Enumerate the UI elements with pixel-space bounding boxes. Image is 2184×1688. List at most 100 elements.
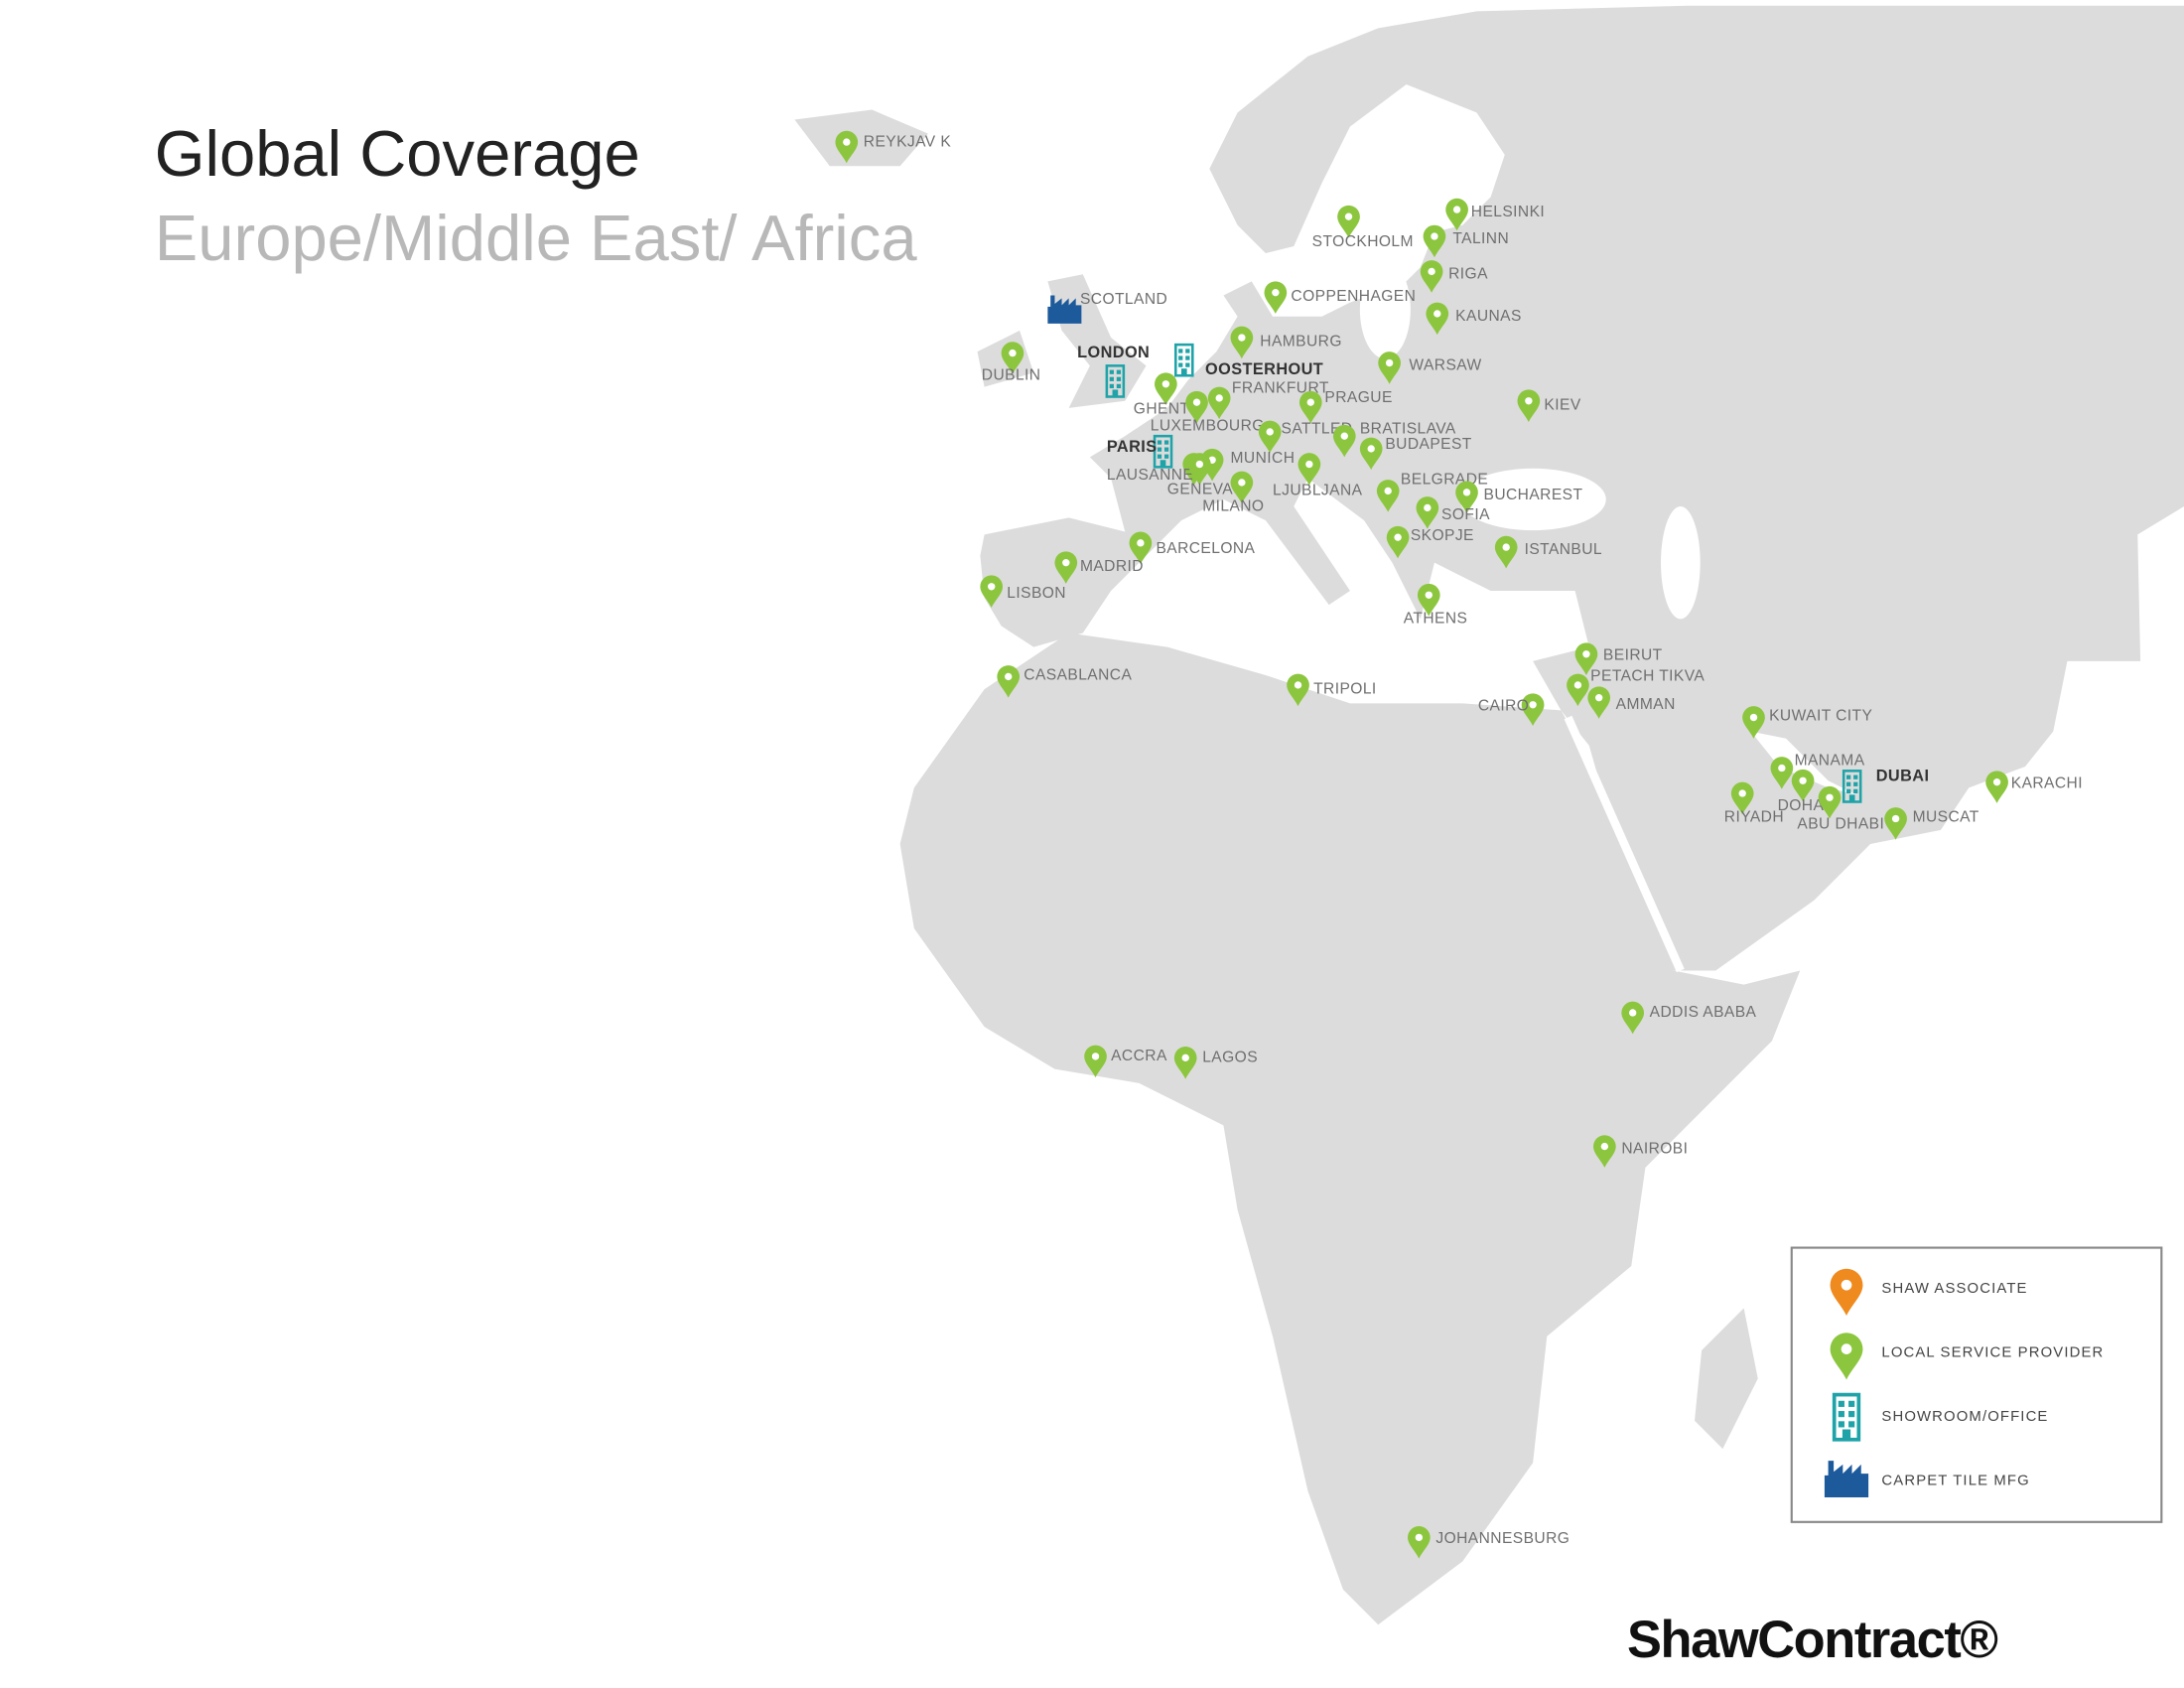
pin-dot bbox=[1005, 672, 1013, 681]
location-label: CASABLANCA bbox=[1024, 666, 1132, 683]
africa bbox=[899, 633, 1801, 1625]
pin bbox=[1770, 757, 1794, 789]
window bbox=[1185, 355, 1190, 360]
window bbox=[1178, 349, 1183, 353]
local-icon bbox=[1185, 390, 1208, 424]
pin-dot bbox=[1433, 310, 1441, 318]
location: COPPENHAGEN bbox=[1264, 281, 1416, 314]
pin-dot bbox=[1841, 1279, 1852, 1291]
location-label: STOCKHOLM bbox=[1312, 233, 1414, 250]
local-icon bbox=[1587, 686, 1611, 719]
pin bbox=[1188, 453, 1211, 486]
building bbox=[1832, 1392, 1861, 1442]
local-icon bbox=[1770, 757, 1794, 789]
location: FRANKFURT bbox=[1207, 379, 1328, 420]
seas bbox=[1359, 260, 1856, 973]
showroom-icon bbox=[1153, 434, 1173, 469]
location: CASABLANCA bbox=[997, 665, 1132, 698]
local-icon bbox=[997, 665, 1021, 698]
pin-dot bbox=[1462, 489, 1471, 496]
pin bbox=[1985, 771, 2008, 803]
factory bbox=[1824, 1461, 1869, 1498]
location: KARACHI bbox=[1985, 771, 2083, 803]
pin bbox=[1426, 302, 1449, 336]
local-icon bbox=[835, 130, 859, 164]
location: NAIROBI bbox=[1593, 1135, 1688, 1168]
red-sea bbox=[1564, 715, 1685, 973]
pin-dot bbox=[1600, 1142, 1609, 1151]
window bbox=[1109, 369, 1114, 374]
associate-icon bbox=[1830, 1268, 1863, 1316]
location: KAUNAS bbox=[1426, 302, 1521, 336]
location-label: LUXEMBOURG bbox=[1151, 418, 1265, 435]
location-label: GENEVA bbox=[1167, 481, 1234, 497]
location-label: ACCRA bbox=[1111, 1048, 1167, 1064]
local-icon bbox=[1423, 224, 1446, 258]
pin-dot bbox=[1192, 398, 1201, 406]
location: GHENT bbox=[1134, 372, 1190, 418]
location-label: RIYADH bbox=[1724, 808, 1784, 825]
location-label: KUWAIT CITY bbox=[1769, 707, 1872, 724]
pin-dot bbox=[1841, 1343, 1852, 1354]
location-label: PETACH TIKVA bbox=[1590, 668, 1705, 685]
legend-label: SHAW ASSOCIATE bbox=[1881, 1281, 2027, 1297]
location: SOFIA bbox=[1416, 496, 1490, 529]
showroom-icon bbox=[1832, 1392, 1861, 1442]
window bbox=[1853, 788, 1858, 794]
location-label: SCOTLAND bbox=[1080, 291, 1167, 308]
local-icon bbox=[1494, 535, 1518, 569]
location: MANAMA bbox=[1770, 753, 1864, 789]
location: WARSAW bbox=[1378, 352, 1481, 384]
pin-dot bbox=[1799, 776, 1807, 784]
location-label: OOSTERHOUT bbox=[1205, 360, 1323, 378]
location-label: MUSCAT bbox=[1913, 808, 1979, 825]
pin-dot bbox=[1340, 432, 1348, 440]
location-label: GHENT bbox=[1134, 401, 1190, 418]
pin-dot bbox=[1181, 1054, 1189, 1062]
subtitle: Europe/Middle East/ Africa bbox=[155, 202, 918, 274]
pin-dot bbox=[1525, 397, 1533, 405]
pin-dot bbox=[1529, 701, 1537, 709]
location: LJUBLJANA bbox=[1273, 453, 1362, 499]
local-icon bbox=[1297, 453, 1321, 486]
location-label: PARIS bbox=[1107, 438, 1158, 456]
location: ADDIS ABABA bbox=[1621, 1001, 1756, 1035]
pin bbox=[1818, 785, 1842, 819]
pin bbox=[1521, 693, 1545, 727]
local-icon bbox=[1155, 372, 1177, 406]
pin bbox=[980, 575, 1004, 609]
local-icon bbox=[1173, 1046, 1197, 1079]
local-icon bbox=[1818, 785, 1842, 819]
location-label: HAMBURG bbox=[1260, 334, 1342, 351]
pin-dot bbox=[1062, 558, 1070, 567]
location-label: ISTANBUL bbox=[1525, 541, 1602, 558]
location: DOHA bbox=[1778, 769, 1824, 814]
local-icon bbox=[1884, 807, 1907, 840]
location-label: PRAGUE bbox=[1324, 389, 1392, 406]
location: OOSTERHOUT bbox=[1174, 343, 1323, 378]
location-label: LAGOS bbox=[1202, 1050, 1258, 1066]
pin-dot bbox=[1195, 460, 1204, 469]
black-sea bbox=[1459, 468, 1606, 531]
location-label: MUNICH bbox=[1231, 450, 1296, 467]
location: LONDON bbox=[1077, 344, 1150, 398]
location-label: CAIRO bbox=[1478, 697, 1529, 714]
pin bbox=[1494, 535, 1518, 569]
location-label: COPPENHAGEN bbox=[1291, 288, 1416, 305]
location: LAGOS bbox=[1173, 1046, 1258, 1079]
pin-dot bbox=[1891, 814, 1900, 823]
pin-dot bbox=[1573, 681, 1582, 689]
local-icon bbox=[1416, 496, 1439, 529]
window bbox=[1109, 383, 1114, 389]
location: LUXEMBOURG bbox=[1151, 390, 1265, 435]
iceland bbox=[794, 109, 928, 167]
pin bbox=[1621, 1001, 1645, 1035]
location: MUSCAT bbox=[1884, 807, 1979, 840]
location-label: SKOPJE bbox=[1411, 527, 1474, 544]
local-icon bbox=[1417, 583, 1440, 617]
location-label: BUDAPEST bbox=[1385, 436, 1471, 453]
location: SCOTLAND bbox=[1047, 291, 1167, 324]
showroom-icon bbox=[1174, 343, 1194, 377]
pin bbox=[1359, 437, 1383, 471]
